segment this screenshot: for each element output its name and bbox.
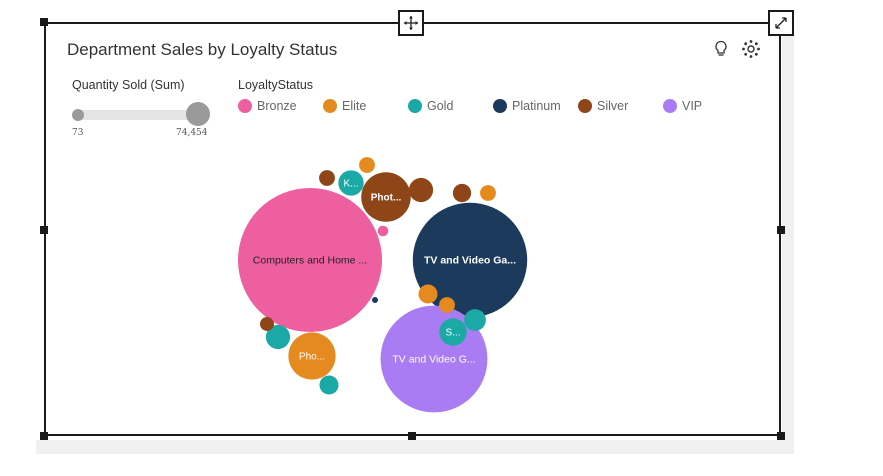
- legend-item-silver[interactable]: Silver: [578, 99, 628, 113]
- legend-label: Silver: [597, 99, 629, 113]
- bubble-chart: Computers and Home ... TV and Video Ga...…: [238, 157, 528, 413]
- bubble-label: S...: [445, 328, 460, 339]
- bubble-silver[interactable]: [361, 172, 411, 222]
- resize-handle-bottom-left[interactable]: [40, 432, 48, 440]
- resize-handle-bottom[interactable]: [408, 432, 416, 440]
- visualization-card[interactable]: Department Sales by Loyalty Status Quant…: [44, 22, 781, 436]
- legend-swatch: [408, 99, 422, 113]
- bubble-elite[interactable]: [288, 332, 336, 380]
- size-slider-max-value: 74,454: [176, 128, 208, 138]
- bubble-silver[interactable]: [452, 183, 472, 203]
- bubble-elite[interactable]: [418, 284, 438, 304]
- bubble-elite[interactable]: [439, 297, 455, 313]
- legend-item-platinum[interactable]: Platinum: [493, 99, 561, 113]
- legend-item-elite[interactable]: Elite: [323, 99, 366, 113]
- bubble-label: Computers and Home ...: [253, 255, 367, 267]
- legend-item-bronze[interactable]: Bronze: [238, 99, 297, 113]
- settings-gear-icon[interactable]: [740, 38, 762, 60]
- legend-swatch: [493, 99, 507, 113]
- bubble-label: Phot...: [371, 193, 402, 204]
- bubble-gold[interactable]: [439, 318, 467, 346]
- legend-swatch: [663, 99, 677, 113]
- legend-label: Platinum: [512, 99, 561, 113]
- legend-label: Bronze: [257, 99, 297, 113]
- move-icon[interactable]: [398, 10, 424, 36]
- canvas-background-strip: [36, 440, 794, 454]
- legend-title: LoyaltyStatus: [238, 78, 314, 92]
- resize-handle-top-left[interactable]: [40, 18, 48, 26]
- bubble-silver[interactable]: [319, 170, 335, 186]
- bubble-platinum[interactable]: [372, 297, 378, 303]
- legend-label: Gold: [427, 99, 454, 113]
- legend-swatch: [578, 99, 592, 113]
- bubble-gold[interactable]: [338, 170, 364, 196]
- lightbulb-icon[interactable]: [710, 38, 732, 60]
- bubble-elite[interactable]: [359, 157, 375, 173]
- bubble-gold[interactable]: [319, 375, 339, 395]
- bubble-label: Pho...: [299, 352, 325, 363]
- size-slider-label: Quantity Sold (Sum): [72, 78, 185, 92]
- bubble-gold[interactable]: [265, 324, 291, 350]
- expand-icon[interactable]: [768, 10, 794, 36]
- bubble-bronze[interactable]: [377, 225, 389, 237]
- size-slider-min-handle[interactable]: [72, 109, 84, 121]
- legend-swatch: [323, 99, 337, 113]
- bubble-label: TV and Video G...: [392, 354, 475, 366]
- size-slider-track[interactable]: [76, 110, 198, 120]
- resize-handle-left[interactable]: [40, 226, 48, 234]
- bubble-label: K...: [343, 179, 358, 190]
- bubble-platinum[interactable]: [412, 202, 528, 318]
- legend-swatch: [238, 99, 252, 113]
- legend-item-vip[interactable]: VIP: [663, 99, 702, 113]
- resize-handle-bottom-right[interactable]: [777, 432, 785, 440]
- bubble-elite[interactable]: [480, 185, 496, 201]
- legend-label: VIP: [682, 99, 703, 113]
- size-slider-min-value: 73: [72, 128, 84, 138]
- legend-label: Elite: [342, 99, 367, 113]
- size-slider-max-handle[interactable]: [186, 102, 210, 126]
- bubble-silver[interactable]: [260, 317, 274, 331]
- bubble-bronze[interactable]: [238, 188, 382, 332]
- bubble-label: TV and Video Ga...: [424, 255, 516, 267]
- canvas-background-strip-right: [782, 12, 794, 454]
- legend-item-gold[interactable]: Gold: [408, 99, 453, 113]
- bubble-silver[interactable]: [408, 177, 434, 203]
- resize-handle-right[interactable]: [777, 226, 785, 234]
- chart-title: Department Sales by Loyalty Status: [67, 40, 338, 59]
- bubble-gold[interactable]: [464, 309, 486, 331]
